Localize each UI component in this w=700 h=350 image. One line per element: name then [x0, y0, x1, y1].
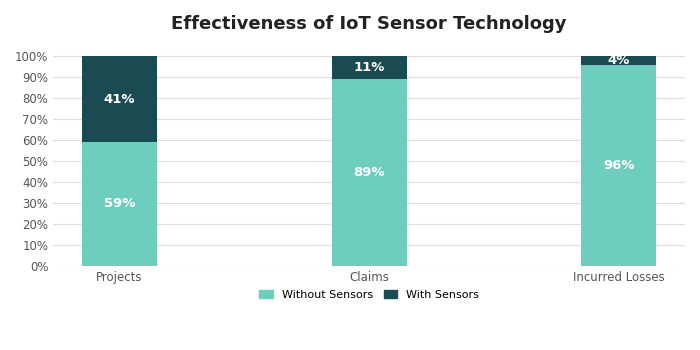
Bar — [582, 56, 657, 64]
Title: Effectiveness of IoT Sensor Technology: Effectiveness of IoT Sensor Technology — [172, 15, 567, 33]
Text: 96%: 96% — [603, 159, 635, 172]
Text: 41%: 41% — [104, 93, 135, 106]
Bar — [332, 79, 407, 266]
Text: 4%: 4% — [608, 54, 630, 67]
Bar — [82, 56, 157, 142]
Bar — [332, 56, 407, 79]
Text: 59%: 59% — [104, 197, 135, 210]
Bar — [582, 64, 657, 266]
Text: 89%: 89% — [354, 166, 385, 179]
Legend: Without Sensors, With Sensors: Without Sensors, With Sensors — [255, 285, 483, 304]
Text: 11%: 11% — [354, 61, 385, 74]
Bar — [82, 142, 157, 266]
